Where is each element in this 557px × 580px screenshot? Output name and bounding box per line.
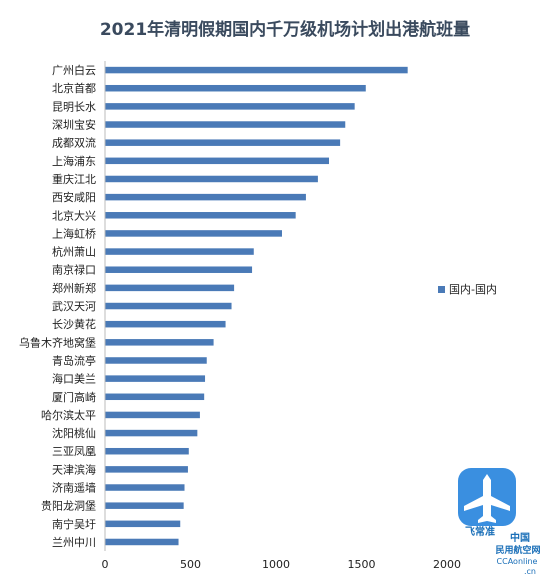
bar bbox=[105, 248, 254, 255]
bar bbox=[105, 320, 226, 328]
category-label: 成都双流 bbox=[52, 136, 96, 150]
bar bbox=[105, 538, 179, 546]
category-label: 长沙黄花 bbox=[52, 317, 96, 331]
category-label: 重庆江北 bbox=[52, 172, 96, 186]
legend-swatch bbox=[438, 286, 445, 293]
x-tick-labels: 0 500 1000 1500 2000 bbox=[102, 558, 462, 571]
bar bbox=[105, 339, 214, 346]
category-labels: 广州白云北京首都昆明长水深圳宝安成都双流上海浦东重庆江北西安咸阳北京大兴上海虹桥… bbox=[19, 63, 96, 549]
app-name: 飞常准 bbox=[465, 525, 495, 538]
x-tick-label: 1000 bbox=[262, 558, 290, 571]
bar bbox=[105, 284, 235, 292]
watermark-line3: CCAonline bbox=[497, 557, 538, 566]
bar bbox=[105, 520, 181, 528]
category-label: 三亚凤凰 bbox=[52, 445, 96, 458]
legend: 国内-国内 bbox=[438, 282, 497, 296]
bar bbox=[105, 484, 185, 491]
bar bbox=[105, 357, 207, 364]
bars bbox=[105, 66, 408, 546]
x-tick-label: 500 bbox=[180, 558, 201, 571]
category-label: 南京禄口 bbox=[52, 263, 96, 277]
category-label: 上海虹桥 bbox=[52, 226, 96, 240]
watermark-line4: .cn bbox=[524, 567, 536, 576]
bar bbox=[105, 103, 355, 110]
category-label: 海口美兰 bbox=[52, 372, 96, 386]
category-label: 北京大兴 bbox=[52, 208, 96, 222]
bar bbox=[105, 375, 206, 382]
airplane-icon bbox=[464, 474, 510, 523]
chart-title: 2021年清明假期国内千万级机场计划出港航班量 bbox=[100, 19, 470, 40]
bar bbox=[105, 175, 318, 183]
x-tick-label: 1500 bbox=[348, 558, 376, 571]
bar bbox=[105, 230, 282, 237]
x-tick-label: 0 bbox=[102, 558, 109, 571]
bar bbox=[105, 429, 198, 437]
category-label: 武汉天河 bbox=[52, 300, 96, 313]
category-label: 贵阳龙洞堡 bbox=[41, 499, 96, 513]
category-label: 青岛流亭 bbox=[52, 353, 96, 367]
bar bbox=[105, 411, 200, 419]
bar bbox=[105, 66, 408, 74]
legend-label: 国内-国内 bbox=[449, 282, 497, 296]
category-label: 南宁吴圩 bbox=[52, 517, 96, 531]
bar bbox=[105, 157, 330, 165]
category-label: 乌鲁木齐地窝堡 bbox=[19, 335, 96, 349]
category-label: 沈阳桃仙 bbox=[52, 426, 96, 440]
bar bbox=[105, 84, 366, 92]
bar bbox=[105, 266, 253, 273]
watermark-line1: 中国 bbox=[510, 531, 530, 544]
bar bbox=[105, 212, 296, 219]
watermark: 飞常准 中国 民用航空网 CCAonline .cn bbox=[458, 468, 541, 576]
category-label: 广州白云 bbox=[52, 63, 96, 77]
watermark-line2: 民用航空网 bbox=[495, 544, 540, 556]
bar bbox=[105, 121, 346, 128]
bar bbox=[105, 447, 189, 455]
bar bbox=[105, 193, 306, 201]
bar bbox=[105, 466, 188, 473]
category-label: 上海浦东 bbox=[52, 154, 96, 168]
bar bbox=[105, 139, 341, 146]
category-label: 深圳宝安 bbox=[52, 118, 96, 132]
bar bbox=[105, 502, 184, 509]
category-label: 厦门高崎 bbox=[52, 390, 96, 404]
category-label: 昆明长水 bbox=[52, 100, 96, 113]
bar bbox=[105, 393, 205, 401]
category-label: 济南遥墙 bbox=[52, 481, 96, 495]
category-label: 兰州中川 bbox=[52, 536, 96, 549]
bar bbox=[105, 302, 232, 310]
category-label: 天津滨海 bbox=[52, 462, 96, 476]
category-label: 哈尔滨太平 bbox=[41, 408, 96, 422]
category-label: 郑州新郑 bbox=[52, 281, 96, 295]
category-label: 杭州萧山 bbox=[52, 245, 96, 259]
category-label: 西安咸阳 bbox=[52, 190, 96, 204]
x-tick-label: 2000 bbox=[433, 558, 461, 571]
category-label: 北京首都 bbox=[52, 81, 96, 95]
